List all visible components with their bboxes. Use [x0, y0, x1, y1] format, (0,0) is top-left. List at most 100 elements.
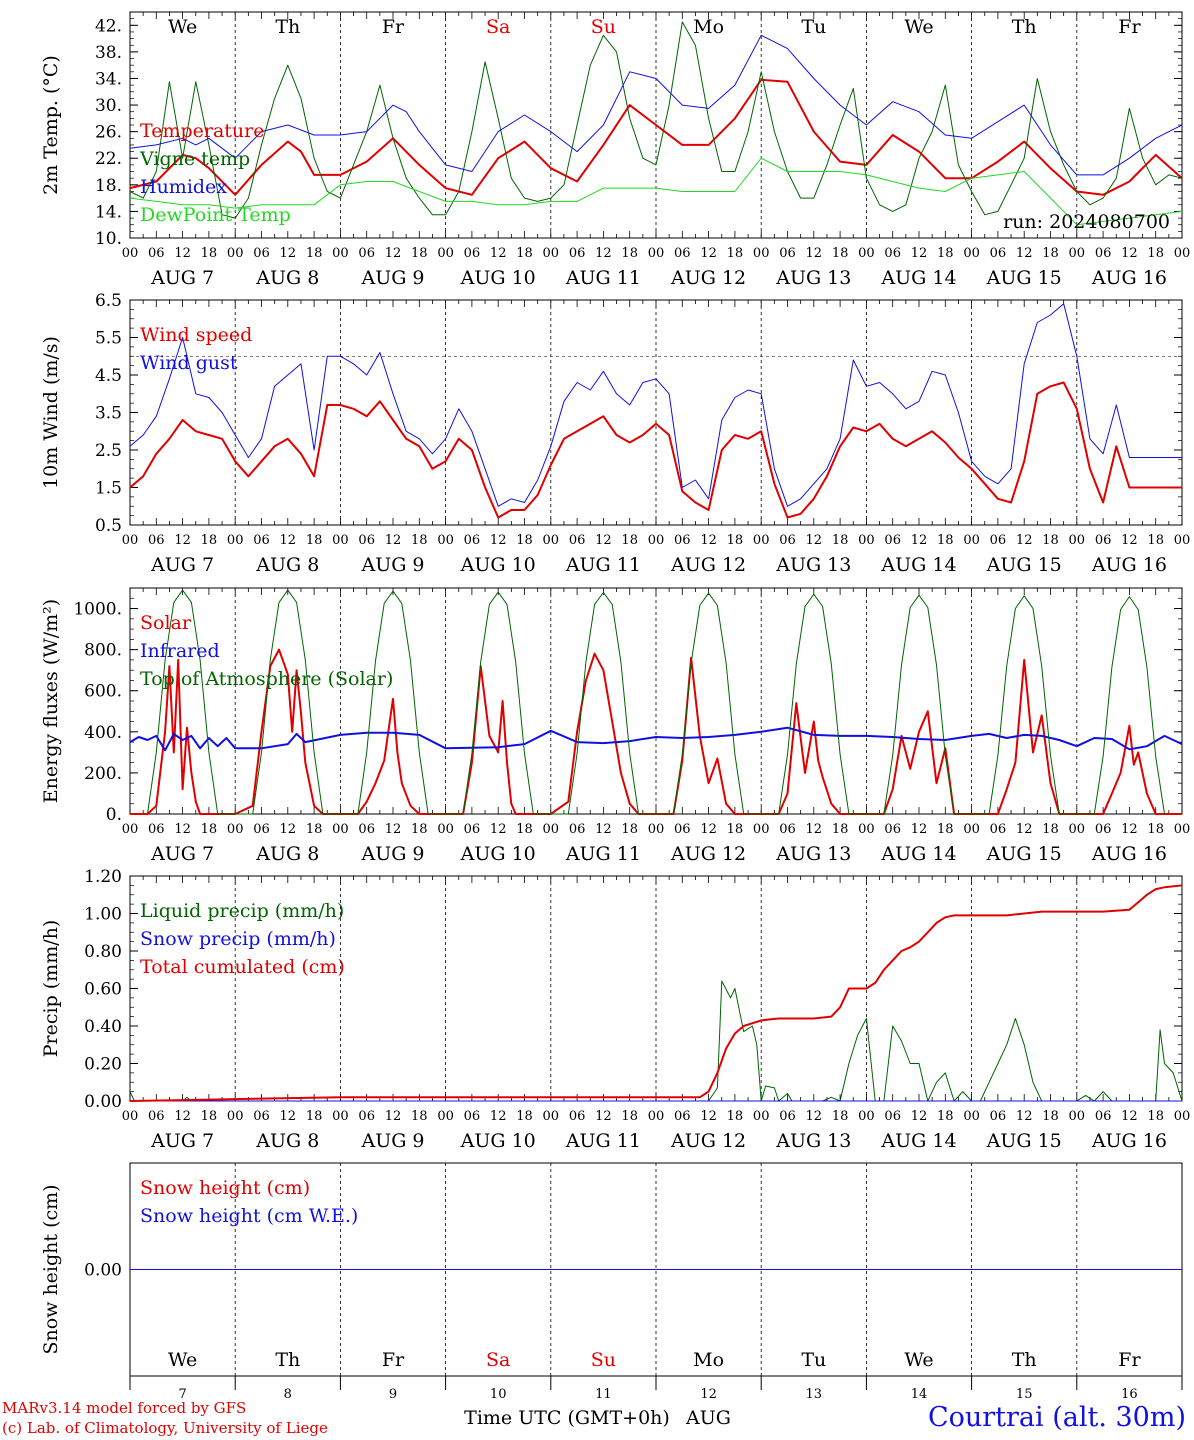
- day-name-bottom: Fr: [382, 1349, 405, 1371]
- date-label: AUG 15: [986, 554, 1062, 576]
- legend-entry: Solar: [140, 612, 192, 634]
- day-name-top: We: [168, 16, 197, 38]
- hour-tick-label: 06: [253, 822, 270, 837]
- hour-tick-label: 00: [858, 822, 875, 837]
- series-line-humidex: [129, 34, 1183, 176]
- day-name-bottom: Sa: [486, 1349, 510, 1371]
- panel-temperature: 10. 14. 18. 22. 26. 30. 34. 38. 42. 2m Temp. (°C)…: [40, 11, 1190, 289]
- hour-tick-label: 00: [332, 1109, 349, 1124]
- date-label: AUG 9: [360, 267, 424, 289]
- series-line-wind-speed: [129, 381, 1182, 519]
- hour-tick-label: 06: [148, 822, 165, 837]
- hour-tick-label: 12: [806, 822, 823, 837]
- hour-tick-label: 06: [674, 1109, 691, 1124]
- day-number: 13: [806, 1387, 823, 1402]
- hour-tick-label: 12: [911, 533, 928, 548]
- hour-tick-label: 12: [490, 533, 507, 548]
- y-tick-label: 0.00: [84, 1092, 122, 1112]
- y-tick-label: 4.5: [95, 366, 122, 386]
- hour-tick-label: 06: [1095, 822, 1112, 837]
- series-line-temperature: [129, 78, 1183, 196]
- y-tick-label: 0.00: [84, 1261, 122, 1281]
- hour-tick-label: 12: [595, 533, 612, 548]
- hour-tick-label: 18: [937, 246, 954, 261]
- hour-tick-label: 18: [306, 246, 323, 261]
- legend-entry: Snow height (cm W.E.): [140, 1205, 358, 1227]
- y-tick-label: 10.: [95, 229, 122, 249]
- day-name-top: Tu: [801, 16, 826, 38]
- hour-tick-label: 00: [648, 1109, 665, 1124]
- date-label: AUG 13: [775, 1130, 851, 1152]
- y-tick-label: 22.: [95, 149, 122, 169]
- hour-tick-label: 00: [122, 533, 139, 548]
- date-label: AUG 16: [1091, 1130, 1167, 1152]
- date-label: AUG 13: [775, 843, 851, 865]
- y-tick-label: 30.: [95, 96, 122, 116]
- y-tick-label: 38.: [95, 43, 122, 63]
- date-label: AUG 12: [670, 843, 746, 865]
- date-label: AUG 12: [670, 1130, 746, 1152]
- hour-tick-label: 18: [516, 822, 533, 837]
- hour-tick-label: 06: [779, 533, 796, 548]
- series-line-total-cumulated-cm-: [129, 884, 1183, 1102]
- hour-tick-label: 00: [227, 246, 244, 261]
- day-name-top: Sa: [486, 16, 510, 38]
- hour-tick-label: 12: [595, 246, 612, 261]
- legend-entry: Top of Atmosphere (Solar): [140, 668, 393, 690]
- hour-tick-label: 12: [385, 1109, 402, 1124]
- hour-tick-label: 18: [1042, 246, 1059, 261]
- hour-tick-label: 18: [937, 1109, 954, 1124]
- legend-entry: Infrared: [140, 640, 220, 662]
- hour-tick-label: 00: [1069, 1109, 1086, 1124]
- hour-tick-label: 06: [884, 822, 901, 837]
- x-axis-month: AUG: [685, 1407, 731, 1429]
- day-name-top: Su: [591, 16, 616, 38]
- date-label: AUG 16: [1091, 554, 1167, 576]
- hour-tick-label: 00: [227, 533, 244, 548]
- legend-entry: Humidex: [140, 176, 227, 198]
- hour-tick-label: 18: [621, 533, 638, 548]
- y-tick-label: 600.: [84, 682, 122, 702]
- y-tick-label: 3.5: [95, 404, 122, 424]
- hour-tick-label: 12: [911, 822, 928, 837]
- hour-tick-label: 18: [201, 1109, 218, 1124]
- y-tick-label: 5.5: [95, 329, 122, 349]
- hour-tick-label: 00: [332, 246, 349, 261]
- y-tick-label: 0.: [106, 805, 122, 825]
- hour-tick-label: 00: [227, 1109, 244, 1124]
- day-number: 7: [178, 1387, 186, 1402]
- day-name-bottom: Mo: [693, 1349, 724, 1371]
- hour-tick-label: 00: [1069, 533, 1086, 548]
- y-tick-label: 0.80: [84, 942, 122, 962]
- hour-tick-label: 00: [437, 246, 454, 261]
- hour-tick-label: 06: [464, 533, 481, 548]
- date-label: AUG 11: [565, 267, 641, 289]
- hour-tick-label: 18: [1147, 822, 1164, 837]
- hour-tick-label: 06: [779, 246, 796, 261]
- legend-entry: Wind gust: [140, 352, 238, 374]
- hour-tick-label: 00: [122, 822, 139, 837]
- hour-tick-label: 00: [1174, 822, 1191, 837]
- y-tick-label: 14.: [95, 202, 122, 222]
- date-label: AUG 15: [986, 267, 1062, 289]
- y-axis-label: Precip (mm/h): [40, 920, 62, 1058]
- hour-tick-label: 12: [1121, 822, 1138, 837]
- hour-tick-label: 00: [332, 822, 349, 837]
- day-name-bottom: Fr: [1118, 1349, 1141, 1371]
- date-label: AUG 7: [150, 843, 214, 865]
- date-label: AUG 9: [360, 843, 424, 865]
- hour-tick-label: 00: [858, 246, 875, 261]
- hour-tick-label: 00: [753, 1109, 770, 1124]
- hour-tick-label: 18: [832, 246, 849, 261]
- hour-tick-label: 06: [990, 246, 1007, 261]
- hour-tick-label: 12: [1016, 1109, 1033, 1124]
- date-label: AUG 9: [360, 1130, 424, 1152]
- panel-precip: 0.00 0.20 0.40 0.60 0.80 1.00 1.20 Precip (mm/h…: [40, 867, 1190, 1152]
- date-label: AUG 11: [565, 843, 641, 865]
- date-label: AUG 13: [775, 554, 851, 576]
- hour-tick-label: 06: [464, 246, 481, 261]
- hour-tick-label: 12: [700, 1109, 717, 1124]
- hour-tick-label: 06: [358, 533, 375, 548]
- day-number: 12: [700, 1387, 717, 1402]
- hour-tick-label: 06: [1095, 533, 1112, 548]
